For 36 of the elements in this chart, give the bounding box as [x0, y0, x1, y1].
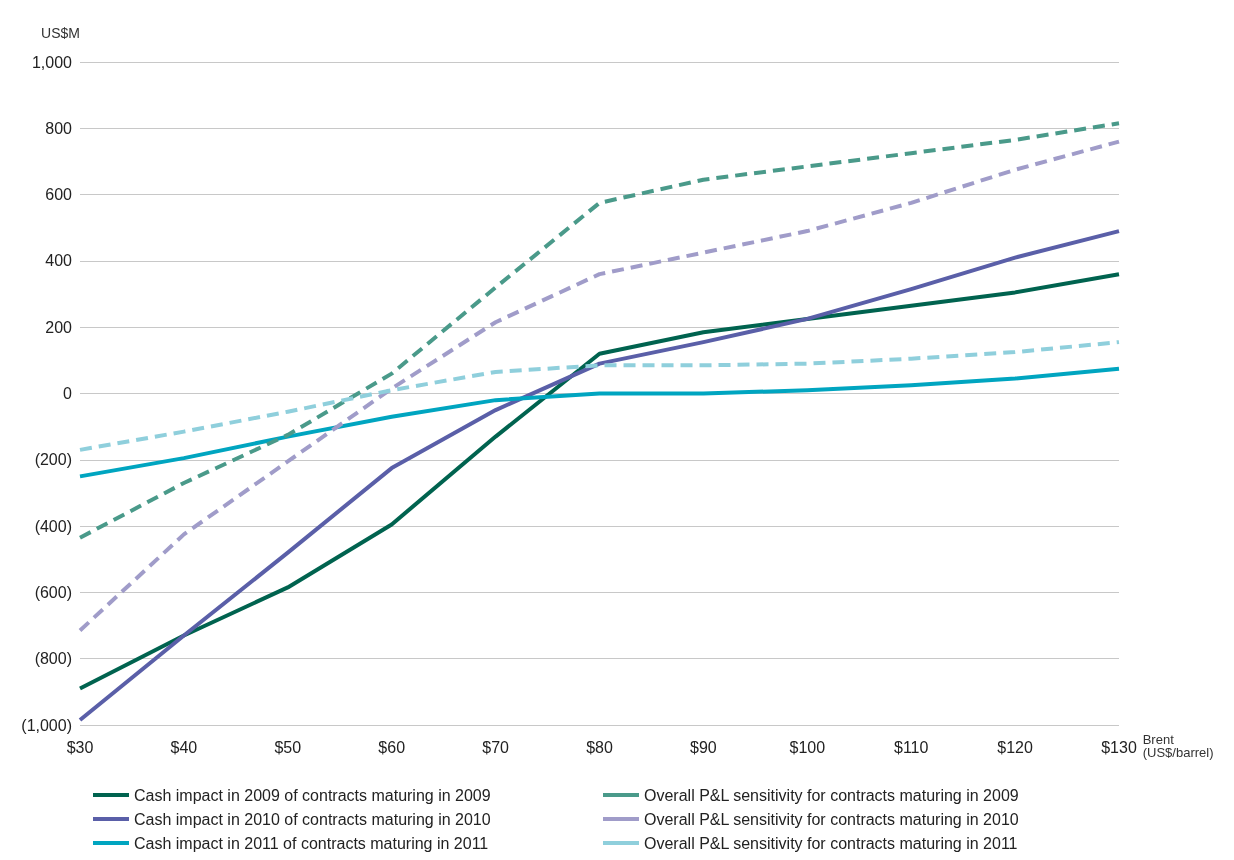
legend-label: Cash impact in 2011 of contracts maturing in 2011	[134, 834, 489, 852]
legend-label: Overall P&L sensitivity for contracts maturing in 2011	[644, 834, 1018, 852]
x-tick-label: $50	[274, 738, 302, 756]
x-axis-title: Brent (US$/barrel)	[1142, 732, 1214, 760]
y-tick-label: 600	[45, 186, 73, 204]
legend-label: Cash impact in 2010 of contracts maturing in 2010	[134, 810, 491, 828]
y-tick-label: 0	[63, 385, 73, 402]
y-tick-label: 800	[45, 119, 73, 137]
x-tick-label: $60	[378, 738, 406, 756]
x-tick-label: $70	[482, 738, 510, 756]
y-tick-label: 200	[45, 318, 73, 336]
x-tick-label: $80	[586, 738, 613, 756]
y-tick-label: (800)	[34, 650, 72, 668]
x-tick-label: $120	[997, 738, 1033, 756]
y-tick-label: 1,000	[31, 53, 73, 71]
x-tick-label: $40	[170, 738, 198, 756]
y-tick-label: (1,000)	[21, 716, 72, 734]
x-tick-label: $130	[1101, 738, 1137, 756]
line-series	[78, 139, 1121, 633]
x-tick-label: $90	[690, 738, 717, 756]
line-series	[78, 340, 1121, 452]
line-series	[78, 121, 1121, 540]
x-tick-label: $30	[66, 738, 94, 756]
y-tick-label: 400	[45, 252, 73, 270]
line-series	[78, 272, 1121, 691]
y-tick-label: (200)	[34, 451, 72, 469]
legend-label: Overall P&L sensitivity for contracts maturing in 2010	[644, 810, 1019, 828]
x-tick-label: $110	[894, 738, 929, 756]
y-tick-label: (600)	[34, 583, 72, 601]
line-series	[78, 229, 1121, 723]
y-tick-label: (400)	[34, 517, 72, 535]
legend-label: Cash impact in 2009 of contracts maturing in 2009	[134, 786, 491, 804]
line-series	[78, 366, 1121, 479]
x-tick-label: $100	[789, 738, 826, 756]
legend-label: Overall P&L sensitivity for contracts maturing in 2009	[644, 786, 1019, 804]
y-axis-title: US$M	[41, 25, 80, 41]
